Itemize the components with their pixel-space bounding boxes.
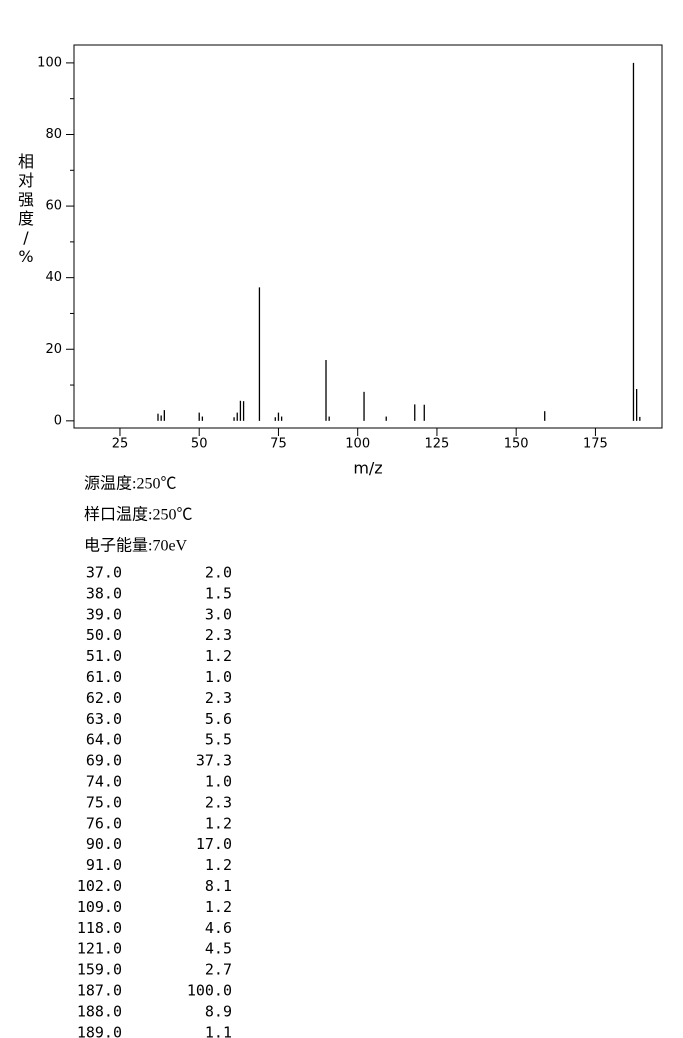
x-axis-label: m/z: [353, 459, 382, 478]
table-intensity: 1.1: [205, 1023, 232, 1038]
table-intensity: 5.6: [205, 710, 232, 728]
table-intensity: 2.3: [205, 689, 232, 707]
plot-frame: [73, 44, 663, 429]
x-tick-label: 50: [191, 437, 208, 452]
table-intensity: 3.0: [205, 605, 232, 623]
table-intensity: 37.3: [196, 752, 232, 770]
x-tick-label: 100: [345, 437, 370, 452]
y-tick-label: 20: [45, 342, 62, 357]
table-mz: 76.0: [86, 814, 122, 832]
x-tick-label: 75: [270, 437, 287, 452]
table-intensity: 2.3: [205, 626, 232, 644]
table-mz: 50.0: [86, 626, 122, 644]
table-mz: 75.0: [86, 793, 122, 811]
y-tick-label: 100: [37, 55, 62, 70]
table-intensity: 1.0: [205, 668, 232, 686]
table-mz: 91.0: [86, 856, 122, 874]
table-intensity: 4.6: [205, 919, 232, 937]
table-intensity: 8.9: [205, 1002, 232, 1020]
condition: 电子能量:70eV: [84, 537, 188, 555]
table-mz: 74.0: [86, 773, 122, 791]
table-intensity: 1.2: [205, 898, 232, 916]
table-intensity: 1.2: [205, 647, 232, 665]
table-intensity: 5.5: [205, 731, 232, 749]
table-mz: 62.0: [86, 689, 122, 707]
table-intensity: 1.5: [205, 584, 232, 602]
table-mz: 159.0: [77, 961, 122, 979]
table-intensity: 100.0: [187, 982, 232, 1000]
table-mz: 90.0: [86, 835, 122, 853]
y-tick-label: 80: [45, 127, 62, 142]
table-mz: 109.0: [77, 898, 122, 916]
x-tick-label: 25: [112, 437, 129, 452]
table-intensity: 2.0: [205, 564, 232, 582]
table-intensity: 1.2: [205, 814, 232, 832]
condition: 源温度:250℃: [84, 475, 176, 493]
table-intensity: 2.3: [205, 793, 232, 811]
table-mz: 118.0: [77, 919, 122, 937]
table-mz: 102.0: [77, 877, 122, 895]
y-tick-label: 40: [45, 270, 62, 285]
table-mz: 63.0: [86, 710, 122, 728]
x-tick-label: 125: [425, 437, 450, 452]
table-mz: 61.0: [86, 668, 122, 686]
table-mz: 64.0: [86, 731, 122, 749]
table-intensity: 2.7: [205, 961, 232, 979]
x-tick-label: 175: [583, 437, 608, 452]
table-mz: 37.0: [86, 564, 122, 582]
table-mz: 189.0: [77, 1023, 122, 1038]
condition: 样口温度:250℃: [84, 506, 192, 524]
y-axis-label: 相对强度/%: [18, 152, 34, 266]
table-mz: 38.0: [86, 584, 122, 602]
x-tick-label: 150: [504, 437, 529, 452]
table-mz: 39.0: [86, 605, 122, 623]
table-intensity: 1.2: [205, 856, 232, 874]
table-mz: 51.0: [86, 647, 122, 665]
table-mz: 121.0: [77, 940, 122, 958]
table-intensity: 1.0: [205, 773, 232, 791]
table-intensity: 8.1: [205, 877, 232, 895]
y-tick-label: 60: [45, 199, 62, 214]
table-intensity: 4.5: [205, 940, 232, 958]
y-tick-label: 0: [54, 413, 62, 428]
table-mz: 188.0: [77, 1002, 122, 1020]
table-intensity: 17.0: [196, 835, 232, 853]
table-mz: 69.0: [86, 752, 122, 770]
table-mz: 187.0: [77, 982, 122, 1000]
